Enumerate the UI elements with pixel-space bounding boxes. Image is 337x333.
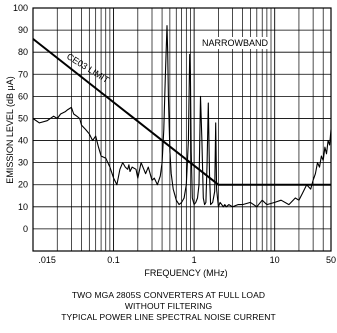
noise-spectrum-line <box>32 25 332 208</box>
y-tick-label: 60 <box>18 91 28 101</box>
y-tick-label: 20 <box>18 180 28 190</box>
y-tick-label: 70 <box>18 69 28 79</box>
x-tick-label: 1 <box>192 255 197 265</box>
caption-line-3: TYPICAL POWER LINE SPECTRAL NOISE CURREN… <box>61 312 276 322</box>
x-tick-label: 50 <box>326 255 336 265</box>
y-tick-label: 40 <box>18 136 28 146</box>
narrowband-annotation: NARROWBAND <box>202 38 269 48</box>
x-axis-title: FREQUENCY (MHz) <box>144 268 227 278</box>
y-tick-label: 100 <box>13 3 28 13</box>
y-tick-label: 10 <box>18 202 28 212</box>
y-axis-title: EMISSION LEVEL (dB μA) <box>5 76 15 183</box>
y-tick-label: 30 <box>18 158 28 168</box>
caption-line-2: WITHOUT FILTERING <box>124 301 213 311</box>
narrowband-label-bg <box>200 37 271 49</box>
x-tick-label: .015 <box>38 255 56 265</box>
x-tick-label: 10 <box>270 255 280 265</box>
caption-line-1: TWO MGA 2805S CONVERTERS AT FULL LOAD <box>71 290 266 300</box>
ce03-limit-line <box>32 38 331 186</box>
chart-series <box>32 25 332 208</box>
y-tick-label: 90 <box>18 25 28 35</box>
y-tick-label: 0 <box>23 224 28 234</box>
x-tick-label: 0.1 <box>107 255 120 265</box>
chart-labels: 0 10 20 30 40 50 60 70 80 90 100 .015 0.1 1 10 50 <box>13 3 336 265</box>
y-tick-label: 50 <box>18 113 28 123</box>
plot-frame <box>32 7 332 252</box>
y-tick-label: 80 <box>18 47 28 57</box>
chart-grid <box>32 7 332 252</box>
